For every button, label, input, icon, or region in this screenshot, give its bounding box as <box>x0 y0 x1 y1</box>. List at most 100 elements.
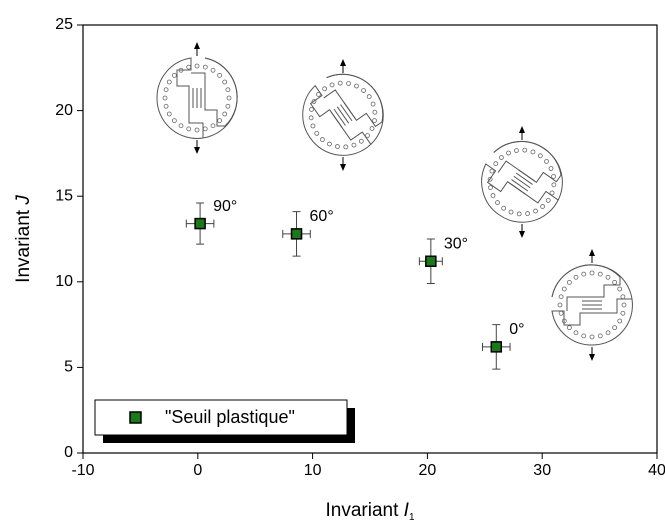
hole <box>327 141 332 147</box>
hole <box>186 126 192 132</box>
x-tick-label: 10 <box>304 462 322 479</box>
point <box>425 255 437 268</box>
hole <box>522 147 528 153</box>
hole <box>589 334 595 340</box>
hole <box>358 138 364 144</box>
hole <box>178 123 184 129</box>
hole <box>194 127 200 133</box>
arrow-head <box>194 147 200 154</box>
legend-label: "Seuil plastique" <box>165 407 295 427</box>
hole <box>366 94 372 100</box>
hole <box>620 294 626 300</box>
hole <box>488 185 493 190</box>
gauge-line <box>513 175 531 189</box>
hole <box>548 166 554 171</box>
arrow-head <box>340 59 346 66</box>
hole <box>351 142 357 148</box>
hole <box>490 193 496 198</box>
hole <box>566 279 572 285</box>
x-tick-label: 40 <box>648 462 665 479</box>
hole <box>222 79 228 85</box>
y-tick-label: 0 <box>64 444 73 461</box>
x-label-sub: 1 <box>409 512 415 523</box>
arrow-head <box>519 231 525 238</box>
hole <box>495 200 500 205</box>
hole <box>617 286 623 292</box>
x-tick-label: 0 <box>193 462 202 479</box>
hole <box>620 310 626 316</box>
arrow-head <box>589 249 595 256</box>
gauge-line <box>515 172 533 185</box>
hole <box>605 274 611 280</box>
y-label-text: Invariant <box>13 209 34 283</box>
x-tick-label: 30 <box>533 462 551 479</box>
hole <box>369 126 375 131</box>
hole <box>372 109 378 115</box>
hole <box>558 294 564 300</box>
hole <box>508 209 514 215</box>
hole <box>354 83 359 89</box>
hole <box>525 211 530 216</box>
gauge-line <box>508 182 526 195</box>
gauge-line <box>336 106 350 124</box>
hole <box>316 92 321 97</box>
hole <box>346 81 351 86</box>
gauge-line <box>330 111 343 129</box>
hole <box>202 126 208 132</box>
legend-marker <box>129 411 142 424</box>
hole <box>581 333 587 339</box>
hole <box>210 123 216 129</box>
hole <box>557 302 563 308</box>
point-label: 0° <box>509 321 524 338</box>
gauge-line <box>511 179 529 192</box>
hole <box>186 64 192 70</box>
hole <box>178 67 184 73</box>
plot-frame <box>82 24 658 454</box>
y-label-var: J <box>13 195 34 206</box>
gauge-line <box>343 101 356 119</box>
point <box>290 228 303 240</box>
y-tick-label: 10 <box>55 273 73 290</box>
specimen-body <box>551 264 633 346</box>
hole <box>605 330 611 336</box>
hole <box>322 86 328 92</box>
hole <box>612 279 618 285</box>
hole <box>573 274 579 280</box>
hole <box>533 208 538 214</box>
hole <box>337 80 343 86</box>
hole <box>501 205 507 211</box>
hole <box>222 111 228 117</box>
y-tick-label: 5 <box>64 359 73 376</box>
specimen-icons <box>156 42 633 361</box>
hole <box>516 211 522 217</box>
legend: "Seuil plastique" <box>94 399 355 443</box>
hole <box>489 168 495 174</box>
hole <box>561 286 567 292</box>
hole <box>561 318 567 324</box>
hole <box>163 103 169 109</box>
specimen-icon <box>551 249 633 361</box>
hole <box>166 79 172 85</box>
hole <box>551 182 557 188</box>
y-axis-label: Invariant J <box>13 195 34 283</box>
hole <box>549 190 555 196</box>
hole <box>308 115 314 121</box>
hole <box>551 174 556 179</box>
hole <box>163 87 169 93</box>
hole <box>506 150 511 156</box>
hole <box>487 176 493 182</box>
hole <box>365 133 370 138</box>
hole <box>558 310 564 316</box>
x-tick-label: -10 <box>71 462 94 479</box>
specimen-icon <box>156 42 238 154</box>
hole <box>310 123 316 129</box>
hole <box>573 330 579 336</box>
hole <box>612 325 618 331</box>
specimen-body <box>156 57 238 139</box>
hole <box>544 159 549 164</box>
hole <box>226 95 232 101</box>
hole <box>493 161 499 167</box>
specimen-outline <box>323 73 384 128</box>
hole <box>566 325 572 331</box>
specimen-icon <box>481 126 563 238</box>
